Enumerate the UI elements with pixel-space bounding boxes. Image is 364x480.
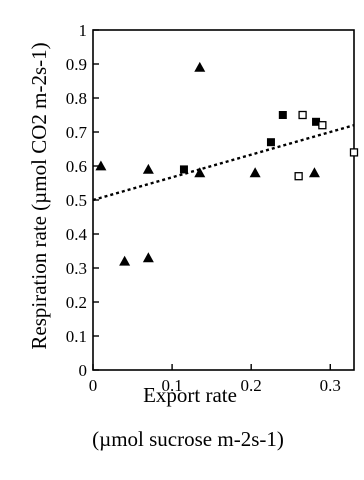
open-square-point bbox=[349, 148, 359, 157]
y-tick-label: 0.8 bbox=[66, 89, 87, 108]
y-tick-label: 0.7 bbox=[66, 123, 88, 142]
triangle-point bbox=[119, 255, 131, 266]
plot-frame bbox=[92, 29, 355, 371]
triangle-point bbox=[194, 167, 206, 178]
filled-square-point bbox=[179, 165, 188, 174]
triangle-point bbox=[249, 167, 261, 178]
trendline-group bbox=[92, 124, 355, 202]
x-axis: 0 0.1 0.2 0.3 bbox=[89, 364, 341, 395]
trendline bbox=[92, 124, 355, 202]
filled-square-point bbox=[266, 138, 275, 147]
x-tick-label: 0.1 bbox=[161, 376, 182, 395]
y-tick-label: 0.2 bbox=[66, 293, 87, 312]
open-square-point bbox=[294, 172, 303, 181]
x-axis-units: (µmol sucrose m-2s-1) bbox=[92, 427, 284, 451]
triangle-point bbox=[142, 163, 154, 174]
y-tick-label: 0.6 bbox=[66, 157, 87, 176]
triangle-point bbox=[194, 61, 206, 72]
open-square-point bbox=[318, 121, 327, 130]
y-tick-label: 0.1 bbox=[66, 327, 87, 346]
triangle-point bbox=[95, 160, 107, 171]
data-points bbox=[95, 61, 359, 266]
filled-square-point bbox=[312, 117, 321, 126]
filled-square-point bbox=[278, 111, 287, 119]
plot-area bbox=[92, 29, 355, 371]
triangle-point bbox=[308, 167, 320, 178]
triangle-point bbox=[142, 252, 154, 263]
y-tick-label: 0.5 bbox=[66, 191, 87, 210]
y-tick-label: 0.9 bbox=[66, 55, 87, 74]
y-tick-label: 0.3 bbox=[66, 259, 87, 278]
open-square-point bbox=[298, 110, 307, 120]
x-tick-label: 0.3 bbox=[320, 376, 341, 395]
x-axis-title: Export rate bbox=[143, 383, 237, 407]
y-tick-label: 0 bbox=[79, 361, 88, 380]
x-tick-label: 0 bbox=[89, 376, 98, 395]
x-tick-label: 0.2 bbox=[241, 376, 262, 395]
y-axis-title: Respiration rate (µmol CO2 m-2s-1) bbox=[27, 42, 51, 349]
y-tick-label: 1 bbox=[79, 21, 88, 40]
y-tick-label: 0.4 bbox=[66, 225, 88, 244]
